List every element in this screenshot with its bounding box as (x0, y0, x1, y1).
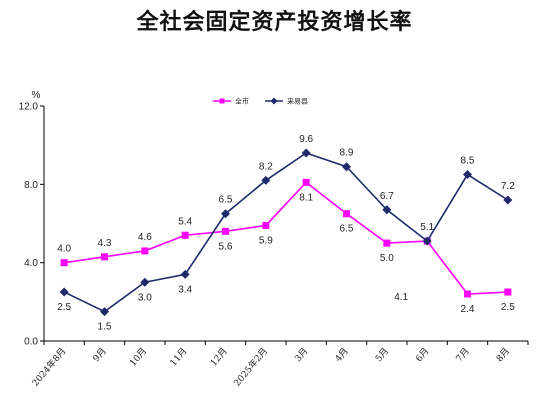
data-label: 7.2 (501, 181, 515, 192)
legend-label: 全市 (235, 97, 249, 106)
series-1-point (221, 209, 230, 219)
series-0-point (383, 239, 391, 247)
series-0-point (60, 259, 68, 267)
data-label: 4.6 (138, 232, 152, 243)
data-label: 8.2 (259, 161, 273, 172)
series-0-point (262, 221, 270, 229)
x-tick-label: 11月 (168, 346, 190, 369)
legend-label: 来易县 (287, 98, 308, 106)
x-tick-label: 3月 (293, 346, 311, 364)
legend-marker (270, 97, 278, 105)
data-label: 4.1 (394, 292, 408, 303)
data-label: 9.6 (299, 134, 313, 145)
series-line-0 (64, 181, 508, 295)
series-0-point (343, 210, 350, 218)
data-label: 3.0 (138, 292, 152, 303)
data-label: 5.9 (259, 235, 273, 246)
data-label: 6.5 (219, 195, 233, 206)
x-tick-label: 6月 (414, 346, 432, 364)
data-label: 6.7 (380, 191, 394, 202)
y-tick-label: 8.0 (24, 180, 38, 191)
data-label: 2.5 (501, 302, 515, 313)
x-tick-label: 7月 (454, 346, 472, 364)
series-1-point (382, 205, 392, 215)
y-tick-label: 12.0 (19, 102, 39, 113)
series-1-point (100, 307, 109, 317)
series-1-point (140, 277, 150, 287)
x-tick-label: 2025年2月 (231, 345, 270, 388)
series-0-point (222, 227, 229, 235)
series-0-point (101, 253, 108, 261)
series-0-point (302, 178, 310, 186)
x-tick-label: 2024年8月 (29, 345, 68, 388)
x-tick-label: 12月 (208, 346, 230, 369)
x-tick-label: 5月 (373, 346, 391, 364)
series-1-point (503, 195, 513, 205)
y-tick-label: 4.0 (24, 258, 38, 269)
x-tick-label: 9月 (91, 346, 109, 364)
data-label: 1.5 (98, 322, 112, 333)
series-1-point (342, 162, 351, 172)
data-label: 5.1 (420, 222, 434, 233)
series-1-point (180, 269, 190, 279)
data-label: 8.5 (461, 156, 475, 167)
data-label: 5.4 (178, 216, 192, 227)
data-label: 2.5 (57, 302, 71, 313)
x-tick-label: 4月 (333, 346, 351, 364)
series-1-point (59, 287, 69, 297)
data-label: 5.6 (219, 241, 233, 252)
x-tick-label: 8月 (494, 346, 512, 364)
data-label: 3.4 (178, 284, 192, 295)
legend-marker (219, 98, 225, 104)
y-axis-unit: % (32, 90, 41, 101)
data-label: 5.0 (380, 253, 394, 264)
x-tick-label: 10月 (128, 346, 150, 369)
series-0-point (504, 288, 512, 296)
series-0-point (464, 290, 471, 298)
series-0-point (141, 247, 149, 255)
series-0-point (181, 231, 189, 239)
data-label: 6.5 (340, 224, 354, 235)
data-label: 8.9 (340, 148, 354, 159)
data-label: 8.1 (299, 192, 313, 203)
series-1-point (301, 148, 311, 158)
data-label: 2.4 (461, 304, 475, 315)
series-1-point (422, 236, 432, 246)
series-1-point (463, 170, 472, 180)
y-tick-label: 0.0 (24, 337, 38, 348)
data-label: 4.3 (98, 238, 112, 249)
series-line-1 (63, 152, 509, 313)
series-1-point (261, 175, 271, 185)
data-label: 4.0 (57, 244, 71, 255)
chart-title: 全社会固定资产投资增长率 (136, 9, 413, 35)
